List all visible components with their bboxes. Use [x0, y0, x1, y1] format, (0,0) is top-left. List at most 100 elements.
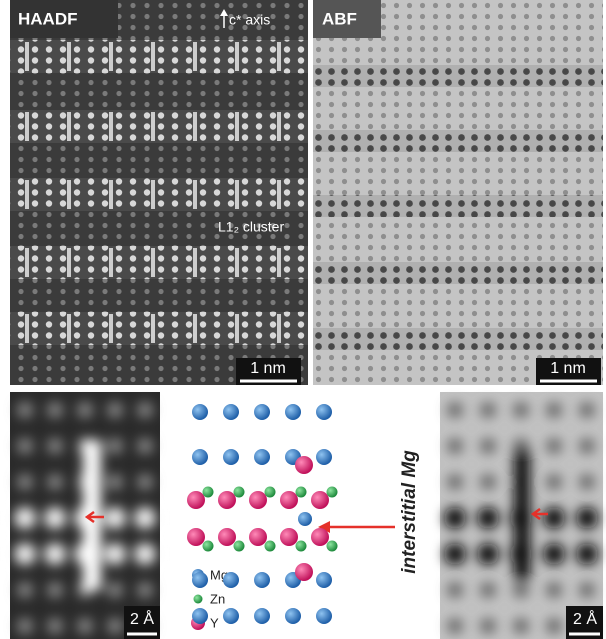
atom-mg — [192, 449, 208, 465]
blob — [47, 474, 63, 490]
blob — [44, 507, 66, 529]
cross — [193, 248, 197, 277]
atom-y — [218, 528, 236, 546]
cross — [25, 112, 29, 141]
blob — [546, 582, 562, 598]
figure: HAADF c* axis L1₂ cluster 1 nm ABF 1 nm … — [0, 0, 606, 639]
cross — [151, 42, 155, 71]
cross — [109, 42, 113, 71]
blob — [14, 507, 36, 529]
atom-zn — [203, 541, 214, 552]
atom-y — [295, 456, 313, 474]
blob — [513, 582, 529, 598]
blob — [17, 438, 33, 454]
cross — [277, 314, 281, 343]
atom-mg — [254, 608, 270, 624]
cross — [235, 248, 239, 277]
blob — [107, 402, 123, 418]
blob — [477, 507, 499, 529]
blob — [480, 582, 496, 598]
atom-mg — [316, 572, 332, 588]
scale-bar-label: 2 Å — [130, 609, 154, 628]
blob — [447, 582, 463, 598]
atom-y — [280, 528, 298, 546]
abf-panel: ABF 1 nm — [313, 0, 603, 385]
cross — [151, 314, 155, 343]
cross — [193, 180, 197, 209]
blob — [579, 438, 595, 454]
scale-bar-label: 1 nm — [550, 360, 586, 377]
bright-band — [10, 178, 308, 211]
blob — [579, 582, 595, 598]
blob — [134, 543, 156, 565]
blob — [137, 438, 153, 454]
atom-y — [249, 528, 267, 546]
cross — [67, 180, 71, 209]
cross — [151, 112, 155, 141]
blob — [134, 507, 156, 529]
blob — [480, 402, 496, 418]
atom-zn — [296, 487, 307, 498]
blob — [513, 618, 529, 634]
atom-zn — [234, 487, 245, 498]
dark-band — [313, 262, 603, 284]
blob — [17, 582, 33, 598]
panel-label: ABF — [322, 9, 357, 28]
cross — [25, 42, 29, 71]
cross — [235, 314, 239, 343]
blob — [77, 618, 93, 634]
axis-label: c* axis — [229, 12, 270, 28]
atom-mg — [285, 404, 301, 420]
cluster-label: L1₂ cluster — [218, 219, 284, 235]
blob — [14, 543, 36, 565]
blob — [447, 474, 463, 490]
blob — [17, 402, 33, 418]
blob — [107, 618, 123, 634]
legend-label: Y — [210, 615, 219, 630]
atom-zn — [296, 541, 307, 552]
atom-y — [311, 528, 329, 546]
atom-y — [295, 563, 313, 581]
blob — [480, 438, 496, 454]
structure-model: interstitial Mg Mg Zn Y — [187, 404, 420, 630]
blob — [77, 402, 93, 418]
blob — [543, 507, 565, 529]
atom-mg — [223, 572, 239, 588]
blob — [47, 618, 63, 634]
cross — [67, 112, 71, 141]
atom-mg — [192, 404, 208, 420]
atom-mg — [316, 449, 332, 465]
blob — [579, 402, 595, 418]
blob — [137, 474, 153, 490]
blob — [83, 440, 101, 590]
cross — [277, 248, 281, 277]
haadf-panel: HAADF c* axis L1₂ cluster 1 nm — [10, 0, 308, 385]
dark-band — [313, 195, 603, 217]
cross — [193, 314, 197, 343]
atom-y — [311, 491, 329, 509]
blob — [546, 618, 562, 634]
blob — [579, 474, 595, 490]
abf-zoom-panel: 2 Å — [440, 392, 603, 639]
atom-zn — [203, 487, 214, 498]
cross — [67, 314, 71, 343]
bright-band — [10, 110, 308, 143]
blob — [513, 402, 529, 418]
atom-zn — [265, 541, 276, 552]
legend-label: Zn — [210, 591, 225, 606]
blob — [576, 507, 598, 529]
scale-bar-label: 2 Å — [573, 609, 597, 628]
blob — [17, 618, 33, 634]
blob — [44, 543, 66, 565]
atom-y — [249, 491, 267, 509]
blob — [480, 618, 496, 634]
scale-bar-label: 1 nm — [250, 360, 286, 377]
blob — [104, 543, 126, 565]
blob — [104, 507, 126, 529]
panel-label: HAADF — [18, 9, 78, 28]
blob — [447, 402, 463, 418]
bright-band — [10, 312, 308, 345]
blob — [137, 402, 153, 418]
blob — [444, 543, 466, 565]
legend-swatch — [194, 595, 203, 604]
